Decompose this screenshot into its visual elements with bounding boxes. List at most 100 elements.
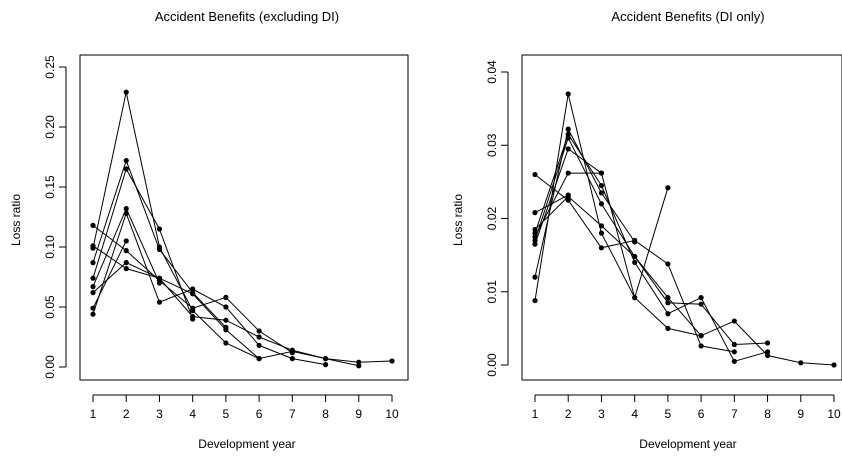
x-tick-label: 9: [797, 407, 804, 421]
series-7: [532, 126, 638, 280]
data-point: [190, 308, 196, 314]
series-9: [532, 192, 571, 216]
data-point: [598, 245, 605, 251]
plot-frame: [521, 54, 842, 381]
data-point: [532, 297, 538, 304]
data-point: [156, 280, 163, 286]
data-point: [123, 266, 129, 272]
data-point: [90, 290, 96, 296]
y-tick-label: 0.25: [43, 55, 57, 79]
y-axis-label: Loss ratio: [451, 194, 465, 246]
data-point: [90, 311, 96, 317]
data-point: [665, 325, 671, 331]
data-point: [665, 185, 671, 191]
x-tick-label: 5: [223, 407, 230, 421]
data-point: [123, 238, 129, 244]
data-point: [389, 358, 395, 364]
series-9: [90, 238, 129, 311]
series-6: [532, 91, 671, 304]
series-3: [90, 210, 329, 368]
data-point: [731, 318, 737, 324]
data-point: [665, 261, 671, 267]
series-line: [92, 245, 393, 363]
series-line: [534, 93, 669, 301]
x-axis: 1 2 3 4 5 6 7 8 9 10: [532, 394, 841, 421]
data-point: [565, 126, 571, 132]
data-point: [289, 356, 295, 362]
x-tick-label: 8: [322, 407, 329, 421]
data-point: [256, 342, 262, 348]
y-axis: 0.00 0.05 0.10 0.15 0.20 0.25: [43, 55, 67, 379]
y-axis: 0.00 0.01 0.02 0.03 0.04: [485, 60, 509, 377]
series-3: [532, 131, 771, 364]
data-point: [698, 301, 704, 307]
data-point: [598, 230, 605, 236]
x-tick-label: 2: [565, 407, 572, 421]
x-tick-label: 3: [598, 407, 605, 421]
data-point: [731, 341, 737, 348]
x-tick-label: 10: [827, 407, 841, 421]
x-tick-label: 1: [90, 407, 97, 421]
y-tick-label: 0.15: [43, 175, 57, 199]
series-6: [90, 158, 229, 330]
y-tick-label: 0.20: [43, 115, 57, 139]
data-point: [565, 192, 571, 198]
y-tick-label: 0.04: [485, 60, 499, 84]
x-tick-label: 7: [731, 407, 738, 421]
data-point: [665, 295, 671, 301]
data-point: [223, 304, 229, 310]
data-point: [698, 343, 704, 349]
data-point: [223, 324, 229, 330]
series-line: [534, 148, 702, 337]
series-line: [534, 133, 768, 362]
data-point: [798, 360, 804, 366]
x-tick-label: 1: [532, 407, 539, 421]
series-line: [534, 194, 569, 214]
data-point: [256, 334, 262, 340]
series-8: [90, 206, 163, 290]
y-tick-label: 0.05: [43, 295, 57, 319]
y-tick-label: 0.02: [485, 206, 499, 230]
data-point: [256, 328, 262, 334]
data-point: [764, 352, 771, 359]
plot-frame: [79, 54, 409, 381]
data-point: [565, 91, 571, 97]
data-point: [322, 362, 329, 368]
data-point: [256, 356, 262, 362]
series-2: [90, 260, 362, 369]
data-point: [90, 245, 96, 251]
x-tick-label: 4: [631, 407, 638, 421]
y-axis-label: Loss ratio: [9, 194, 23, 246]
x-tick-label: 9: [355, 407, 362, 421]
x-tick-label: 7: [289, 407, 296, 421]
series-5: [90, 89, 262, 362]
x-tick-label: 2: [123, 407, 130, 421]
series-7: [90, 166, 196, 322]
data-point: [223, 340, 229, 346]
series-8: [532, 170, 605, 240]
data-point: [565, 197, 571, 203]
data-point: [156, 246, 163, 252]
data-point: [123, 260, 129, 266]
data-point: [731, 358, 737, 364]
x-axis-label: Development year: [198, 437, 295, 451]
y-tick-label: 0.00: [43, 355, 57, 379]
data-point: [565, 146, 571, 152]
data-point: [632, 239, 638, 245]
data-point: [698, 295, 704, 301]
data-point: [831, 362, 837, 368]
data-point: [598, 201, 605, 207]
x-tick-label: 6: [698, 407, 705, 421]
data-point: [665, 311, 671, 317]
data-point: [764, 349, 771, 355]
data-point: [532, 241, 538, 247]
data-point: [289, 350, 295, 356]
data-point: [356, 363, 362, 369]
series-line: [92, 211, 326, 366]
data-point: [532, 171, 538, 178]
series-line: [92, 167, 194, 320]
x-tick-label: 5: [665, 407, 672, 421]
series-line: [92, 240, 127, 309]
y-tick-label: 0.01: [485, 280, 499, 304]
